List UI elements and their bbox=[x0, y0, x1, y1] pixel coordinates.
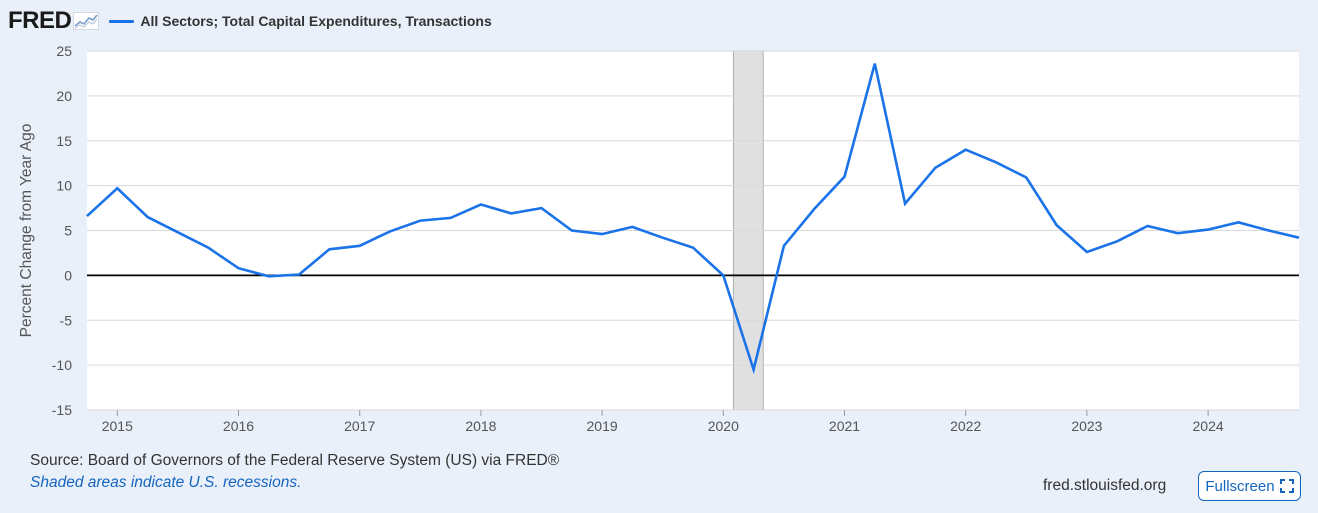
fred-logo[interactable]: FRED bbox=[8, 7, 100, 35]
legend-swatch bbox=[109, 19, 135, 23]
y-tick-label: 25 bbox=[56, 43, 72, 59]
legend-label: All Sectors; Total Capital Expenditures,… bbox=[140, 13, 492, 29]
y-axis-label: Percent Change from Year Ago bbox=[18, 124, 35, 338]
site-url[interactable]: fred.stlouisfed.org bbox=[1043, 477, 1167, 494]
x-tick-label: 2019 bbox=[587, 418, 618, 434]
x-tick-label: 2015 bbox=[102, 418, 133, 434]
x-tick-label: 2017 bbox=[344, 418, 375, 434]
chart-line-icon bbox=[73, 12, 100, 30]
recession-note: Shaded areas indicate U.S. recessions. bbox=[30, 474, 302, 491]
y-tick-label: 0 bbox=[64, 267, 72, 283]
y-tick-label: 5 bbox=[64, 223, 72, 239]
x-tick-label: 2024 bbox=[1193, 418, 1224, 434]
source-text: Source: Board of Governors of the Federa… bbox=[30, 452, 560, 469]
y-tick-label: -10 bbox=[52, 357, 72, 373]
y-tick-label: 10 bbox=[56, 178, 72, 194]
fullscreen-button[interactable]: Fullscreen bbox=[1198, 471, 1301, 501]
x-tick-label: 2022 bbox=[950, 418, 981, 434]
legend: All Sectors; Total Capital Expenditures,… bbox=[109, 13, 492, 29]
y-tick-label: -5 bbox=[60, 312, 73, 328]
x-tick-label: 2016 bbox=[223, 418, 254, 434]
y-tick-label: 20 bbox=[56, 88, 72, 104]
fullscreen-label: Fullscreen bbox=[1205, 477, 1275, 495]
fred-logo-text: FRED bbox=[8, 7, 72, 34]
y-tick-label: -15 bbox=[52, 402, 72, 418]
x-tick-label: 2021 bbox=[829, 418, 860, 434]
y-tick-label: 15 bbox=[56, 133, 72, 149]
expand-icon bbox=[1279, 479, 1294, 493]
chart-header: FRED All Sectors; Total Capital Expendit… bbox=[8, 6, 492, 36]
x-tick-label: 2023 bbox=[1071, 418, 1102, 434]
series-line bbox=[86, 63, 1300, 375]
x-tick-label: 2018 bbox=[465, 418, 496, 434]
x-tick-label: 2020 bbox=[708, 418, 739, 434]
